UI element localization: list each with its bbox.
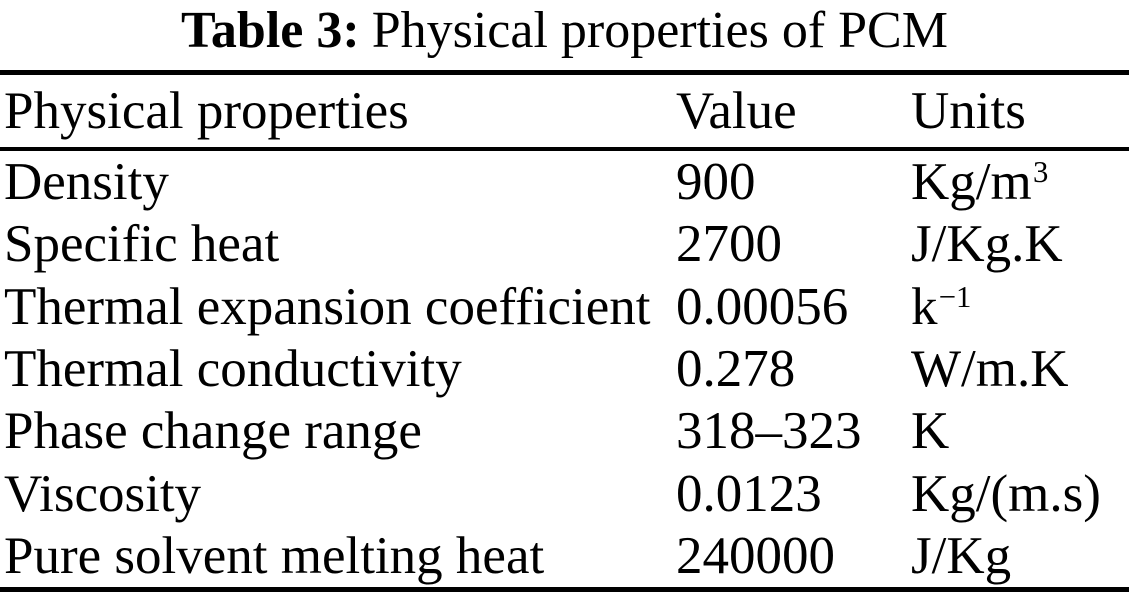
unit-base: Kg/m: [911, 153, 1032, 212]
unit-base: K: [911, 402, 950, 461]
unit-cell: Kg/m3: [911, 152, 1129, 212]
property-cell: Thermal expansion coefficient: [4, 277, 651, 336]
property-cell: Specific heat: [4, 215, 280, 274]
property-cell: Density: [4, 153, 169, 212]
unit-cell: Kg/(m.s): [911, 464, 1129, 524]
value-cell: 240000: [676, 526, 835, 585]
value-cell: 318–323: [676, 402, 862, 461]
header-value: Value: [676, 82, 797, 140]
table-row: Pure solvent melting heat 240000 J/Kg: [0, 525, 1129, 587]
property-cell: Viscosity: [4, 464, 202, 523]
table-row: Viscosity 0.0123 Kg/(m.s): [0, 462, 1129, 524]
value-cell: 0.00056: [676, 277, 849, 336]
table-caption-text: Physical properties of PCM: [371, 2, 948, 59]
unit-cell: W/m.K: [911, 339, 1129, 399]
value-cell: 2700: [676, 215, 782, 274]
unit-superscript: −1: [938, 279, 972, 314]
table-body: Density 900 Kg/m3 Specific heat 2700 J/K…: [0, 151, 1129, 587]
table-row: Phase change range 318–323 K: [0, 400, 1129, 462]
table-bottom-rule: [0, 587, 1129, 592]
value-cell: 0.0123: [676, 464, 822, 523]
table-caption: Table 3: Physical properties of PCM: [0, 0, 1129, 62]
table-row: Thermal conductivity 0.278 W/m.K: [0, 338, 1129, 400]
value-cell: 0.278: [676, 339, 796, 398]
value-cell: 900: [676, 153, 756, 212]
table-header-row: Physical properties Value Units: [0, 75, 1129, 147]
unit-cell: J/Kg.K: [911, 214, 1129, 274]
unit-base: J/Kg: [911, 526, 1012, 585]
table-top-rule: [0, 70, 1129, 75]
property-cell: Thermal conductivity: [4, 339, 462, 398]
unit-cell: K: [911, 401, 1129, 461]
table-caption-label: Table 3:: [181, 2, 360, 59]
property-cell: Pure solvent melting heat: [4, 526, 545, 585]
unit-base: k: [911, 277, 938, 336]
header-physical-properties: Physical properties: [4, 82, 409, 140]
unit-base: J/Kg.K: [911, 215, 1063, 274]
unit-cell: J/Kg: [911, 526, 1129, 586]
unit-base: W/m.K: [911, 339, 1069, 398]
header-units: Units: [911, 82, 1026, 140]
table-row: Density 900 Kg/m3: [0, 151, 1129, 213]
unit-cell: k−1: [911, 277, 1129, 337]
table-row: Thermal expansion coefficient 0.00056 k−…: [0, 276, 1129, 338]
property-cell: Phase change range: [4, 402, 422, 461]
table-row: Specific heat 2700 J/Kg.K: [0, 213, 1129, 275]
unit-superscript: 3: [1032, 155, 1049, 190]
table-header-rule: [0, 147, 1129, 151]
unit-base: Kg/(m.s): [911, 464, 1101, 523]
